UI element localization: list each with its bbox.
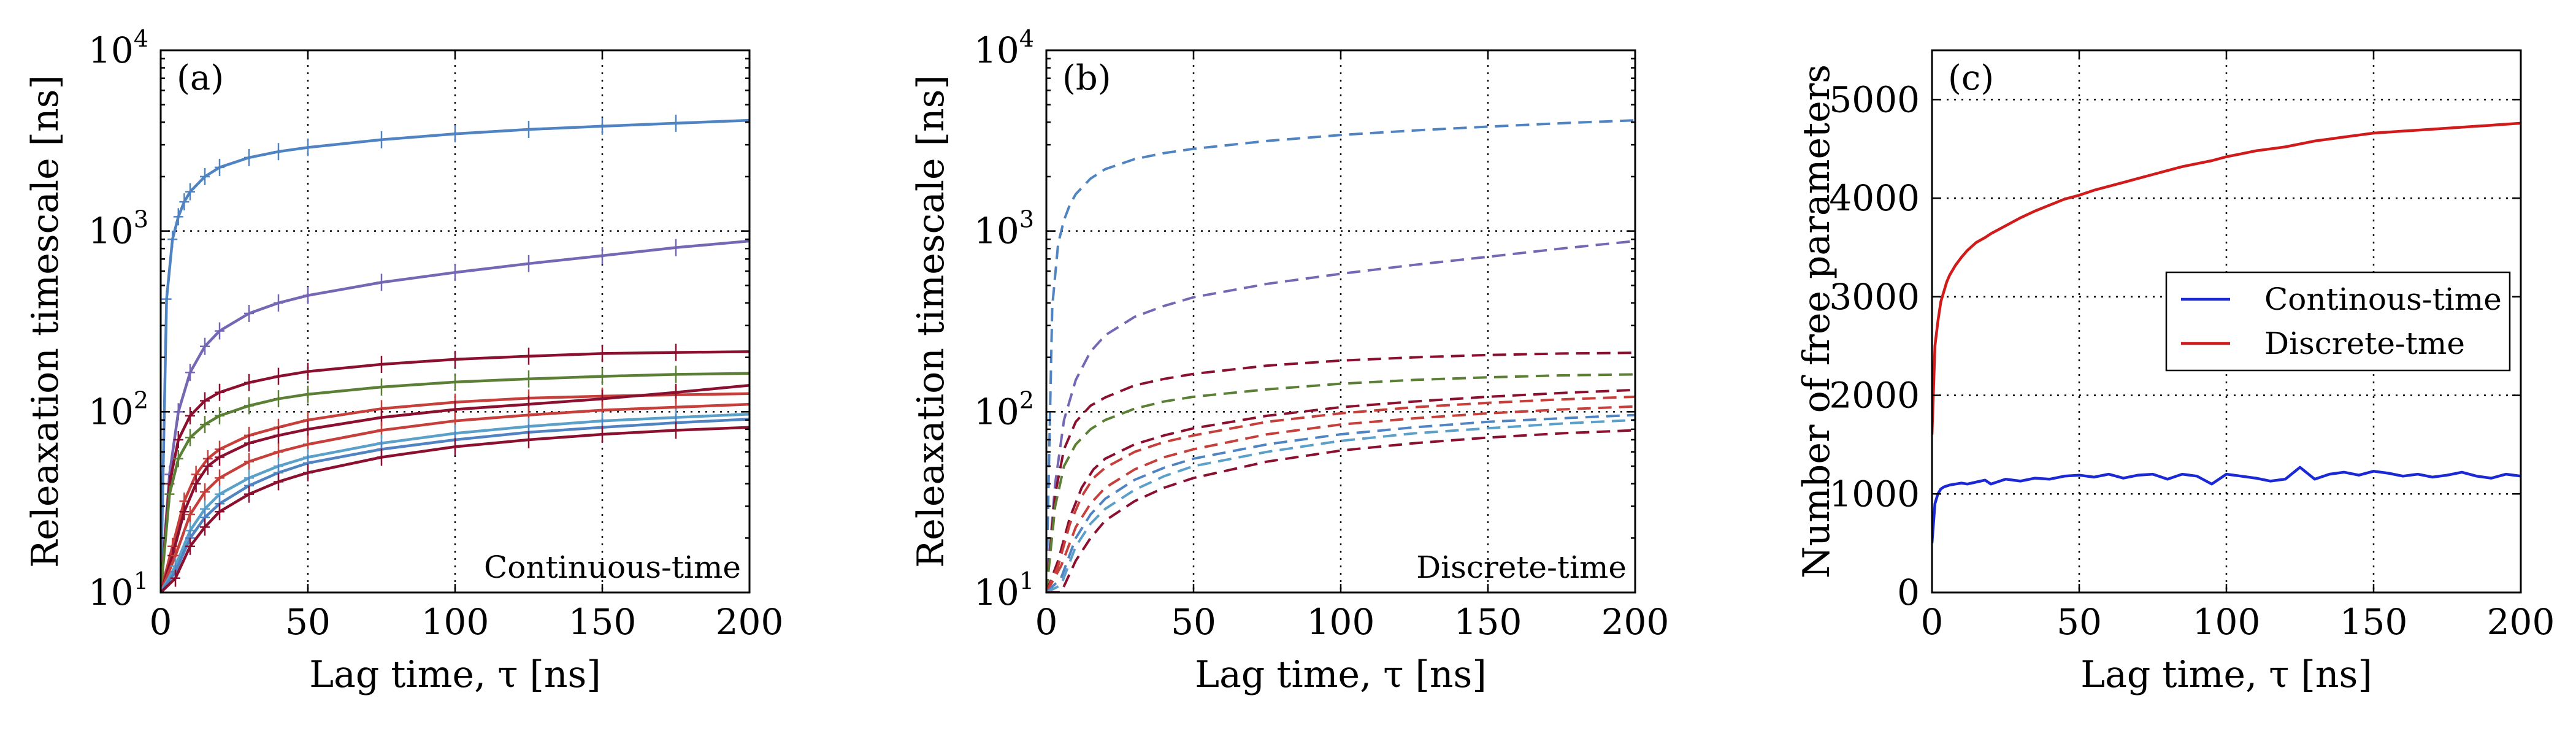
y-tick-label: 101 xyxy=(88,567,148,613)
legend-label: Discrete-tme xyxy=(2264,326,2465,361)
x-tick-label: 150 xyxy=(569,601,637,643)
y-tick-exponent: 1 xyxy=(1019,567,1034,594)
y-tick-label: 3000 xyxy=(1829,276,1920,318)
x-tick-label: 150 xyxy=(2340,601,2408,643)
series-line-8 xyxy=(1046,413,1635,592)
panel-label: (c) xyxy=(1948,58,1994,98)
y-tick-exponent: 2 xyxy=(134,386,148,413)
y-tick-base: 10 xyxy=(88,29,134,71)
x-tick-label: 100 xyxy=(421,601,489,643)
y-tick-base: 10 xyxy=(88,391,134,432)
x-tick-label: 50 xyxy=(2057,601,2102,643)
y-tick-exponent: 2 xyxy=(1019,386,1034,413)
series-line-1 xyxy=(1046,119,1635,592)
y-tick-label: 0 xyxy=(1897,572,1920,613)
y-tick-base: 10 xyxy=(974,29,1019,71)
series-line-8 xyxy=(161,412,749,592)
y-tick-exponent: 4 xyxy=(1019,25,1034,52)
x-tick-label: 100 xyxy=(2193,601,2261,643)
method-label: Discrete-time xyxy=(1416,550,1627,585)
x-tick-label: 150 xyxy=(1454,601,1522,643)
panel-label: (b) xyxy=(1062,58,1111,98)
y-tick-label: 1000 xyxy=(1829,473,1920,515)
y-tick-label: 103 xyxy=(974,206,1034,252)
y-tick-base: 10 xyxy=(974,391,1019,432)
panel-label: (a) xyxy=(177,58,224,98)
series-line-10 xyxy=(1046,429,1635,592)
y-tick-label: 104 xyxy=(88,25,148,71)
y-tick-label: 102 xyxy=(88,386,148,432)
series-line-9 xyxy=(161,418,749,592)
y-axis-title: Releaxation timescale [ns] xyxy=(910,75,953,568)
x-axis-title: Lag time, τ [ns] xyxy=(2080,653,2372,696)
x-axis-title: Lag time, τ [ns] xyxy=(309,653,600,696)
y-axis-title: Number of free parameters xyxy=(1795,64,1838,578)
y-tick-exponent: 3 xyxy=(134,206,148,233)
y-tick-label: 103 xyxy=(88,206,148,252)
x-tick-label: 0 xyxy=(1921,601,1944,643)
legend: Continous-time Discrete-tme xyxy=(2165,271,2511,372)
y-tick-label: 104 xyxy=(974,25,1034,71)
y-axis-title: Releaxation timescale [ns] xyxy=(24,75,67,568)
y-tick-label: 4000 xyxy=(1829,177,1920,219)
y-tick-label: 102 xyxy=(974,386,1034,432)
series-group xyxy=(161,112,749,592)
series-line-5 xyxy=(1046,388,1635,592)
x-tick-label: 200 xyxy=(2487,601,2555,643)
x-tick-label: 200 xyxy=(1601,601,1669,643)
x-tick-label: 0 xyxy=(1035,601,1058,643)
series-line-2 xyxy=(1932,121,2521,435)
series-line-4 xyxy=(1046,373,1635,592)
y-tick-base: 10 xyxy=(88,572,134,613)
legend-box xyxy=(2165,271,2511,372)
x-tick-label: 50 xyxy=(285,601,331,643)
series-line-9 xyxy=(1046,418,1635,592)
x-tick-label: 50 xyxy=(1171,601,1216,643)
series-line-2 xyxy=(1046,240,1635,592)
series-group xyxy=(1046,119,1635,592)
y-tick-base: 10 xyxy=(974,572,1019,613)
series-line-6 xyxy=(1046,395,1635,592)
series-line-7 xyxy=(1046,405,1635,592)
method-label: Continuous-time xyxy=(484,550,741,585)
x-tick-label: 200 xyxy=(716,601,784,643)
y-tick-label: 2000 xyxy=(1829,375,1920,416)
y-tick-exponent: 3 xyxy=(1019,206,1034,233)
series-line-1 xyxy=(1932,466,2521,543)
series-line-7 xyxy=(161,402,749,592)
y-tick-base: 10 xyxy=(88,210,134,252)
y-tick-base: 10 xyxy=(974,210,1019,252)
series-line-10 xyxy=(161,426,749,592)
x-axis-title: Lag time, τ [ns] xyxy=(1195,653,1486,696)
x-tick-label: 0 xyxy=(150,601,172,643)
x-tick-label: 100 xyxy=(1307,601,1375,643)
legend-label: Continous-time xyxy=(2264,282,2502,317)
series-group xyxy=(1932,121,2521,543)
y-tick-exponent: 1 xyxy=(134,567,148,594)
y-tick-exponent: 4 xyxy=(134,25,148,52)
y-tick-label: 101 xyxy=(974,567,1034,613)
y-tick-label: 5000 xyxy=(1829,79,1920,120)
grid xyxy=(1046,50,1635,592)
series-line-3 xyxy=(1046,351,1635,592)
